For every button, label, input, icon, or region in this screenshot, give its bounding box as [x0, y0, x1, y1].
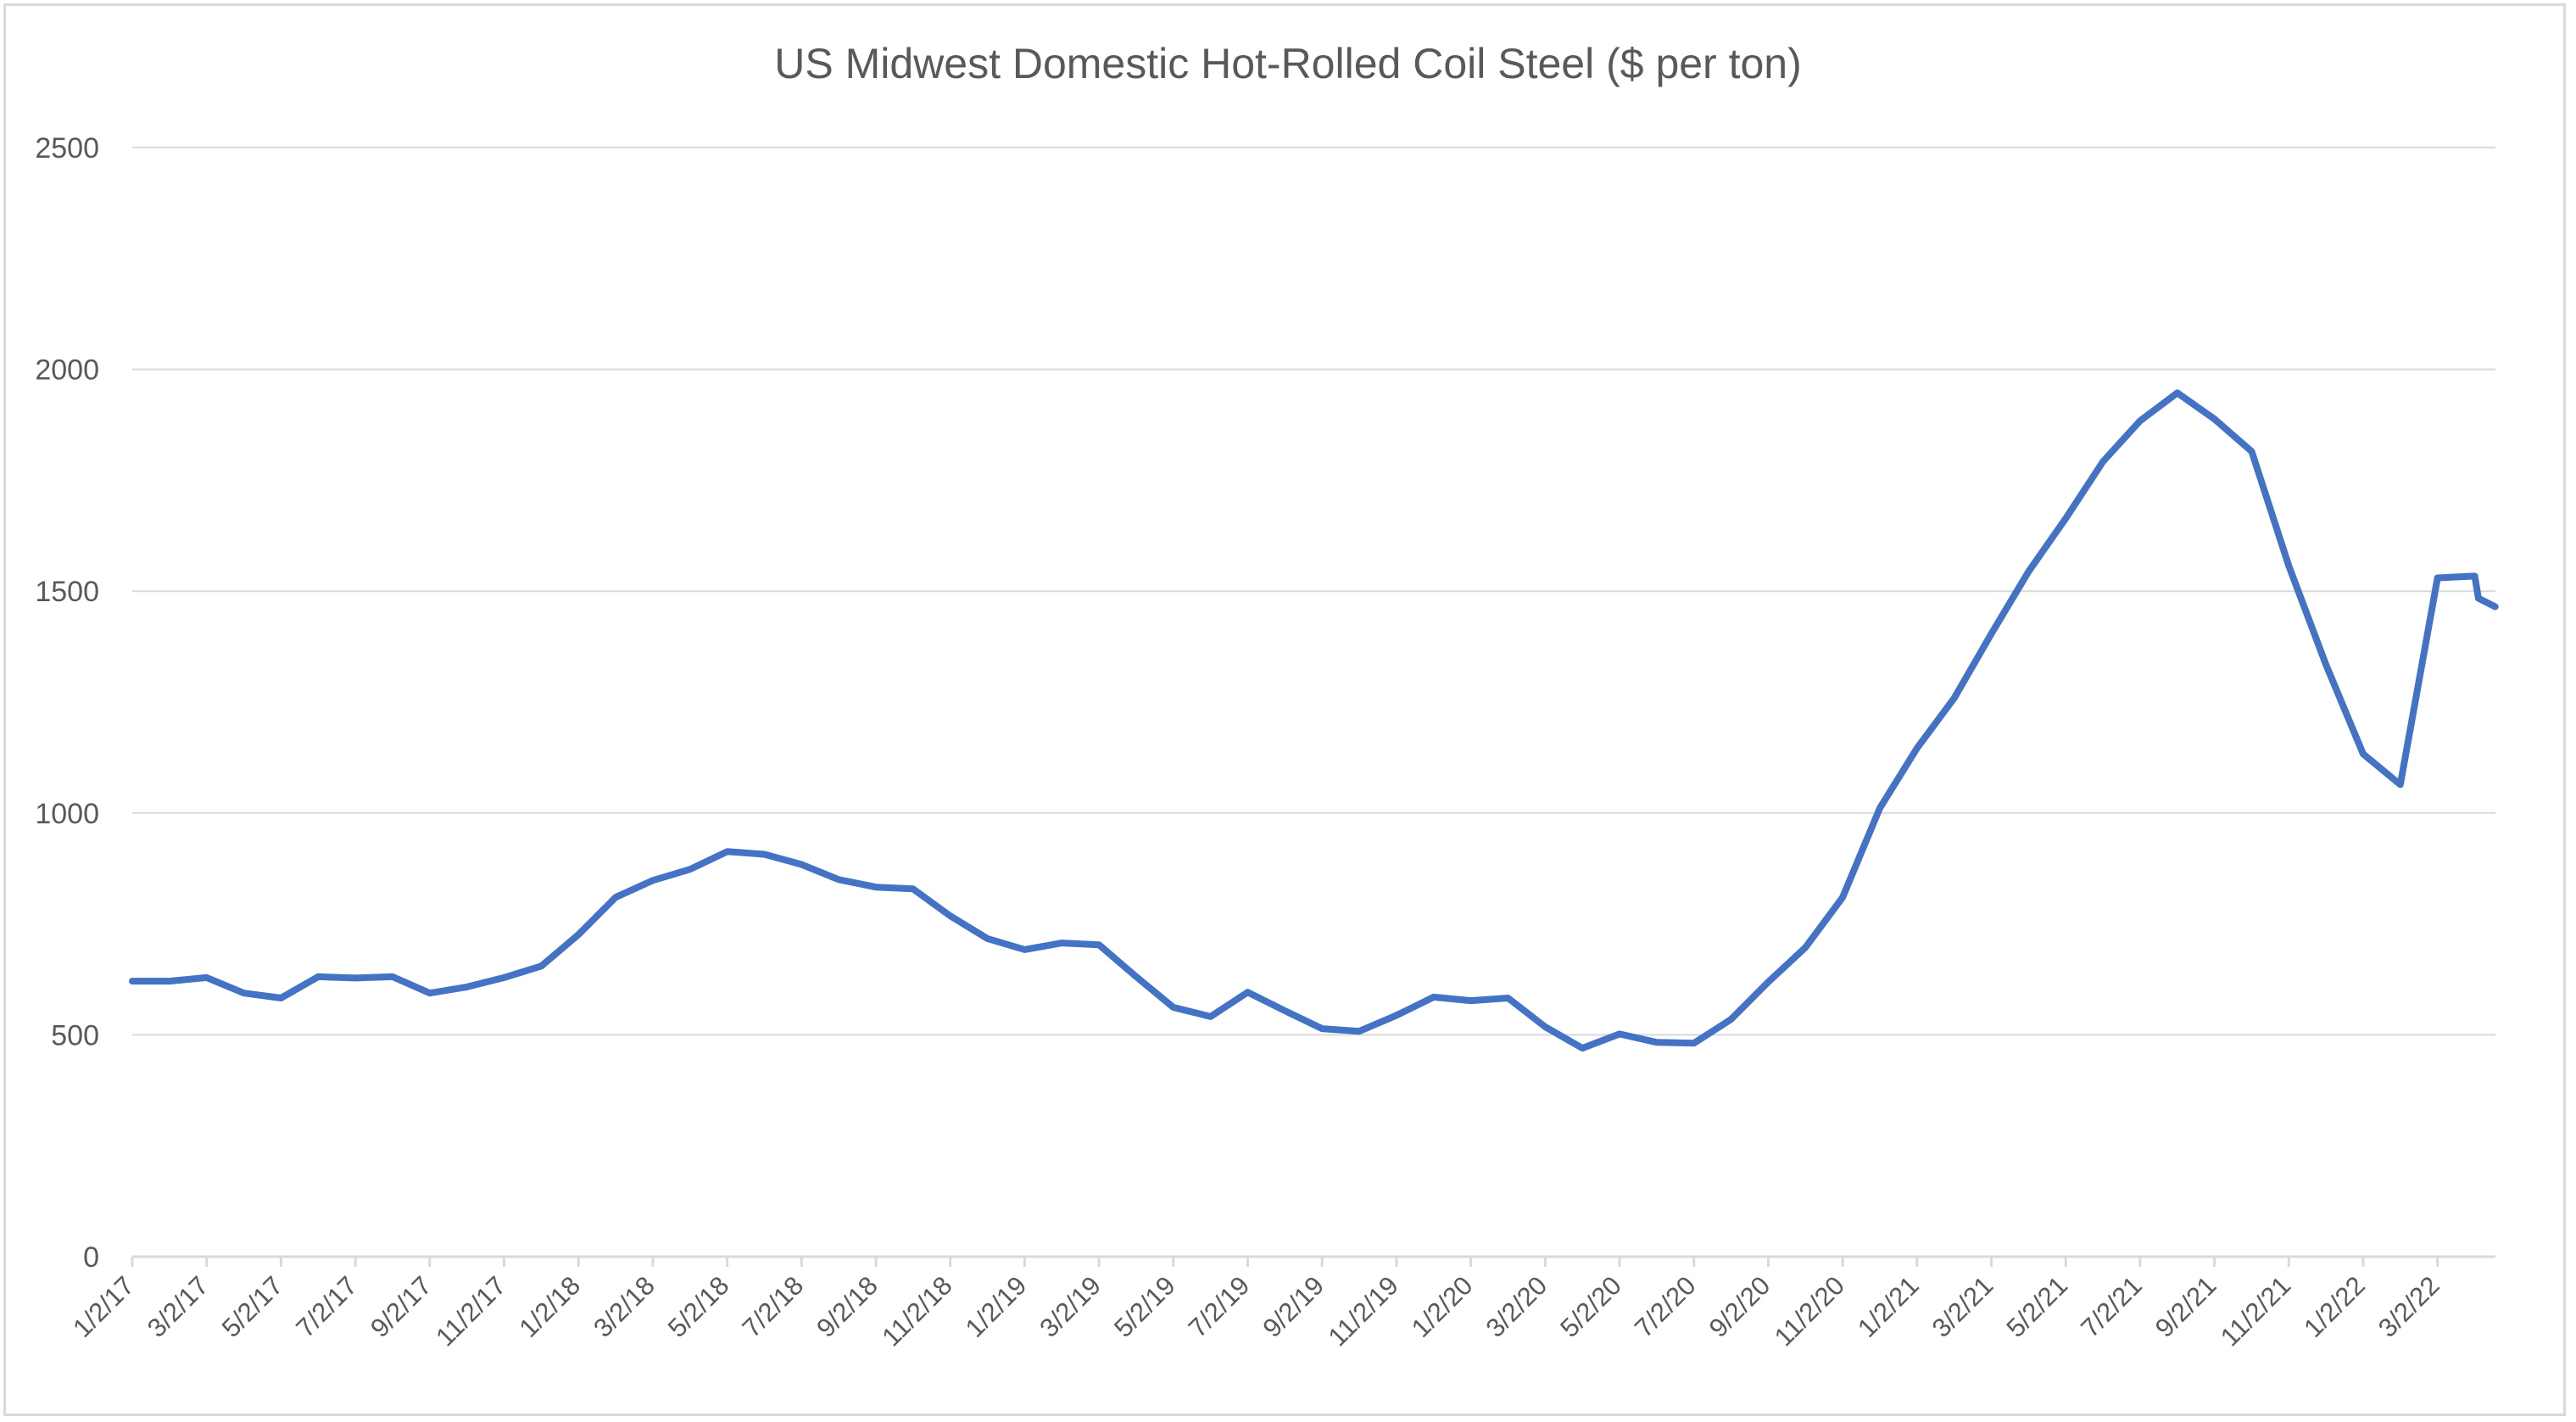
- x-tick-label: 1/2/21: [1852, 1270, 1925, 1343]
- y-tick-label: 0: [83, 1241, 99, 1274]
- y-tick-label: 500: [51, 1019, 99, 1051]
- x-axis: [131, 1255, 2495, 1267]
- x-tick-label: 5/2/21: [2000, 1270, 2073, 1343]
- x-tick-label: 1/2/18: [513, 1270, 586, 1343]
- gridlines: [132, 147, 2495, 1036]
- x-tick-label: 9/2/17: [365, 1270, 438, 1343]
- x-tick-label: 5/2/18: [662, 1270, 735, 1343]
- x-tick-label: 1/2/20: [1406, 1270, 1479, 1343]
- x-tick-label: 3/2/22: [2372, 1270, 2445, 1343]
- x-tick-label: 5/2/20: [1554, 1270, 1627, 1343]
- x-tick-label: 3/2/19: [1034, 1270, 1107, 1343]
- y-axis-labels: 0 500 1000 1500 2000 2500: [35, 132, 99, 1274]
- data-series-line: [129, 389, 2499, 1052]
- x-tick-label: 11/2/17: [430, 1270, 511, 1352]
- x-tick-label: 9/2/21: [2149, 1270, 2222, 1343]
- x-tick-label: 9/2/20: [1703, 1270, 1776, 1343]
- x-tick-label: 3/2/21: [1926, 1270, 1999, 1343]
- x-tick-label: 11/2/20: [1769, 1270, 1850, 1352]
- y-tick-label: 1500: [35, 576, 99, 608]
- x-tick-label: 7/2/17: [290, 1270, 363, 1343]
- y-tick-label: 1000: [35, 798, 99, 830]
- x-tick-label: 3/2/17: [142, 1270, 215, 1343]
- y-tick-label: 2500: [35, 132, 99, 165]
- x-tick-label: 5/2/17: [216, 1270, 289, 1343]
- x-tick-label: 1/2/22: [2298, 1270, 2371, 1343]
- x-tick-label: 1/2/17: [67, 1270, 140, 1343]
- y-tick-label: 2000: [35, 354, 99, 387]
- x-tick-label: 1/2/19: [960, 1270, 1033, 1343]
- x-tick-label: 5/2/19: [1108, 1270, 1181, 1343]
- x-tick-label: 11/2/21: [2215, 1270, 2296, 1352]
- x-tick-label: 3/2/20: [1480, 1270, 1553, 1343]
- x-tick-label: 7/2/20: [1629, 1270, 1702, 1343]
- x-tick-label: 3/2/18: [588, 1270, 661, 1343]
- x-tick-label: 9/2/18: [811, 1270, 884, 1343]
- chart-area: [3, 3, 2566, 1416]
- x-tick-label: 9/2/19: [1257, 1270, 1330, 1343]
- x-tick-label: 11/2/18: [876, 1270, 957, 1352]
- x-tick-label: 7/2/18: [737, 1270, 810, 1343]
- chart-title: US Midwest Domestic Hot-Rolled Coil Stee…: [774, 40, 1802, 87]
- x-tick-label: 7/2/19: [1183, 1270, 1256, 1343]
- x-tick-label: 11/2/19: [1323, 1270, 1404, 1352]
- x-tick-label: 7/2/21: [2075, 1270, 2148, 1343]
